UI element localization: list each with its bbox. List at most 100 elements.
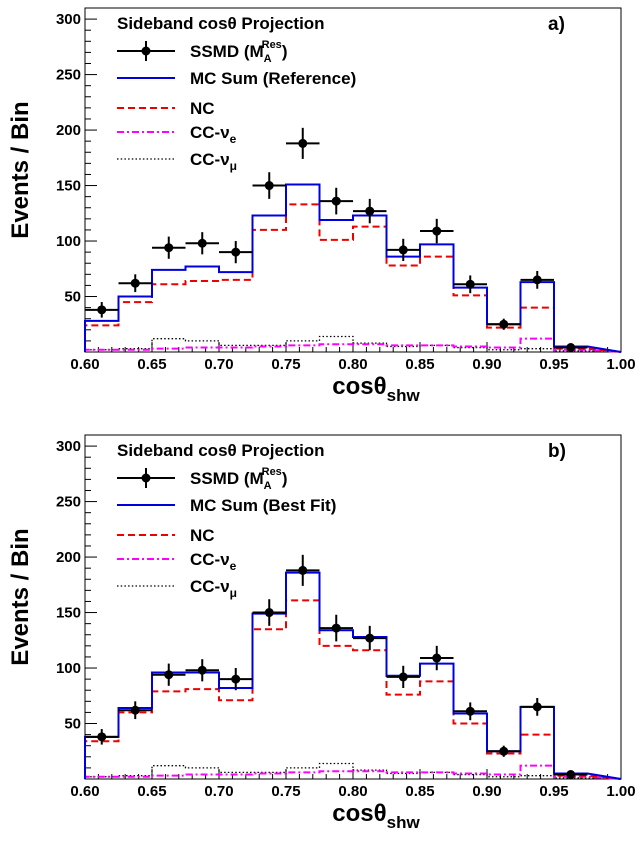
- data-point-marker: [532, 702, 542, 712]
- data-point-marker: [164, 670, 174, 680]
- data-point: [420, 218, 454, 244]
- series-1-histogram: [84, 183, 622, 353]
- x-tick-label: 0.60: [70, 356, 99, 373]
- series-4-histogram: [84, 762, 622, 780]
- data-point: [85, 729, 119, 745]
- data-point-marker: [298, 565, 308, 575]
- legend-label: CC-νe: [190, 550, 237, 573]
- x-tick-label: 0.65: [137, 356, 166, 373]
- x-tick-label: 0.85: [405, 356, 434, 373]
- data-point-marker: [365, 206, 375, 216]
- data-point: [286, 554, 320, 586]
- y-tick-label: 250: [56, 494, 81, 511]
- legend-label: CC-νμ: [190, 150, 237, 173]
- legend-entry-1: MC Sum (Reference): [117, 69, 356, 88]
- data-point: [252, 599, 286, 626]
- legend-swatch-marker: [141, 473, 151, 483]
- panel-label: b): [548, 441, 566, 462]
- data-point: [487, 745, 521, 757]
- data-point-marker: [532, 275, 542, 285]
- data-point: [520, 270, 554, 289]
- legend-label-end: ): [282, 469, 288, 488]
- legend-entry-1: MC Sum (Best Fit): [117, 496, 336, 515]
- series-2-histogram: [84, 203, 622, 353]
- data-point: [319, 614, 353, 642]
- legend-label: NC: [190, 99, 215, 118]
- x-tick-label: 0.80: [338, 356, 367, 373]
- data-point-marker: [566, 770, 576, 780]
- legend-label-main: CC-ν: [190, 150, 230, 169]
- legend-label-sub: e: [230, 559, 237, 573]
- x-tick-label: 0.70: [204, 356, 233, 373]
- legend-label-end: ): [282, 42, 288, 61]
- data-point-marker: [130, 705, 140, 715]
- x-tick-label: 0.95: [539, 356, 568, 373]
- x-tick-label: 0.65: [137, 783, 166, 800]
- data-point: [185, 232, 219, 255]
- legend-label: MC Sum (Reference): [190, 69, 356, 88]
- x-axis-title-main: cosθ: [332, 373, 386, 400]
- legend-label-main: CC-ν: [190, 577, 230, 596]
- data-point-marker: [130, 278, 140, 288]
- data-point: [118, 274, 152, 293]
- legend-entry-0: SSMD (MA Res): [117, 466, 287, 492]
- legend-label-sub: μ: [230, 159, 237, 173]
- data-point-marker: [231, 247, 241, 257]
- data-point-marker: [97, 305, 107, 315]
- data-point: [487, 318, 521, 330]
- legend-label-main: CC-ν: [190, 123, 230, 142]
- legend-swatch-marker: [141, 46, 151, 56]
- legend-label-main: SSMD (M: [190, 42, 264, 61]
- data-point-marker: [264, 608, 274, 618]
- y-tick-label: 300: [56, 438, 81, 455]
- legend-entry-0: SSMD (MA Res): [117, 39, 287, 65]
- x-axis-title: cosθshw: [332, 800, 420, 832]
- data-point-marker: [231, 674, 241, 684]
- legend-label-main: SSMD (M: [190, 469, 264, 488]
- x-axis-title-sub: shw: [387, 813, 421, 832]
- y-tick-label: 100: [56, 233, 81, 250]
- legend-label-sup: Res: [262, 39, 282, 51]
- data-point: [453, 702, 487, 721]
- data-point-marker: [264, 181, 274, 191]
- data-point-marker: [331, 623, 341, 633]
- series-4-histogram: [84, 335, 622, 353]
- data-point: [152, 236, 186, 259]
- x-tick-label: 1.00: [606, 783, 635, 800]
- legend-label: NC: [190, 526, 215, 545]
- data-point-marker: [499, 746, 509, 756]
- data-point-marker: [331, 196, 341, 206]
- data-point: [118, 701, 152, 720]
- plot-frame: [84, 7, 622, 353]
- legend-label: CC-νμ: [190, 577, 237, 600]
- x-tick-label: 0.90: [472, 783, 501, 800]
- data-point: [286, 127, 320, 159]
- y-tick-label: 100: [56, 660, 81, 677]
- x-tick-label: 0.60: [70, 783, 99, 800]
- data-point-marker: [499, 319, 509, 329]
- legend-label: SSMD (MA Res): [190, 39, 287, 65]
- data-point-marker: [398, 672, 408, 682]
- x-tick-label: 0.80: [338, 783, 367, 800]
- x-tick-label: 0.75: [271, 783, 300, 800]
- legend-label-sub: A: [264, 480, 272, 492]
- legend-entry-4: CC-νμ: [117, 150, 237, 173]
- legend-entry-2: NC: [117, 99, 215, 118]
- data-point: [453, 275, 487, 294]
- x-tick-label: 0.75: [271, 356, 300, 373]
- data-point: [520, 697, 554, 716]
- legend-entry-3: CC-νe: [117, 550, 237, 573]
- data-point: [185, 659, 219, 682]
- x-tick-label: 0.85: [405, 783, 434, 800]
- y-tick-label: 150: [56, 178, 81, 195]
- series-3-histogram: [84, 764, 622, 780]
- data-point: [386, 665, 420, 689]
- legend-title: Sideband cosθ Projection: [117, 14, 325, 33]
- data-point-marker: [432, 226, 442, 236]
- data-point-marker: [566, 343, 576, 353]
- x-tick-label: 1.00: [606, 356, 635, 373]
- legend-title: Sideband cosθ Projection: [117, 441, 325, 460]
- plot-frame: [84, 434, 622, 780]
- legend-label-main: MC Sum (Reference): [190, 69, 356, 88]
- legend-label-main: NC: [190, 99, 215, 118]
